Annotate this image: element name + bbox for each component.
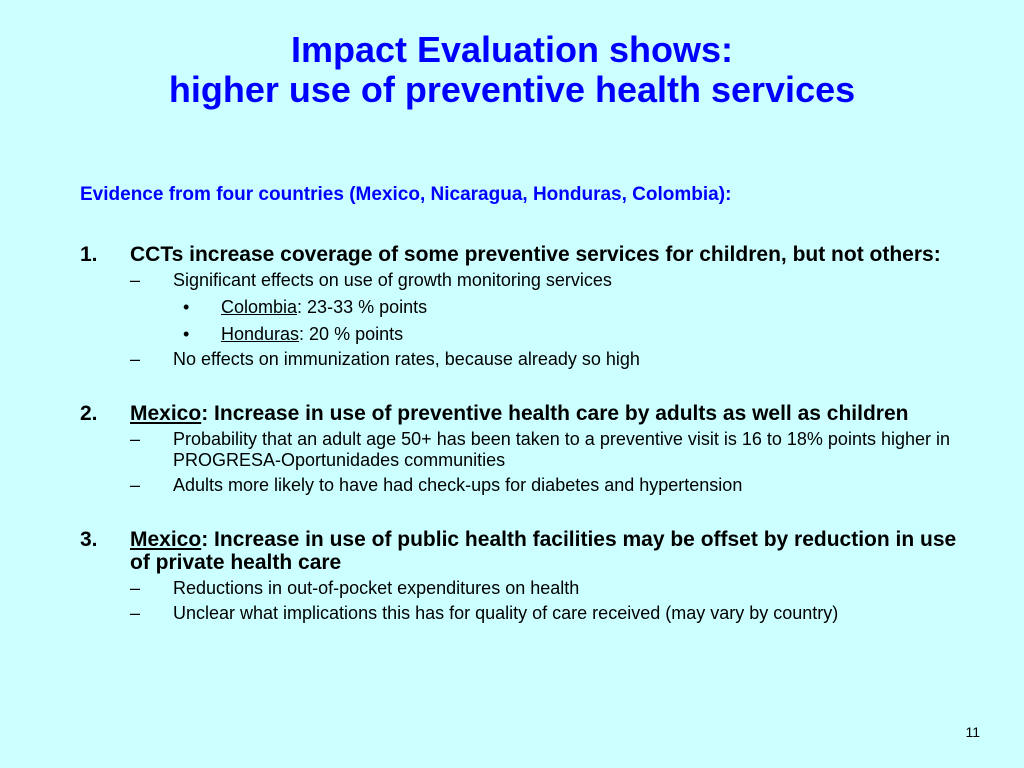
bullet-marker: • [183,297,190,317]
point-3-number: 3. [80,528,98,551]
point-1-sub-1-text: Significant effects on use of growth mon… [173,270,612,290]
point-1: 1. CCTs increase coverage of some preven… [80,243,960,370]
point-1-sub-1: – Significant effects on use of growth m… [80,270,960,291]
point-3-sub-2-text: Unclear what implications this has for q… [173,603,839,623]
point-1-sub-2: – No effects on immunization rates, beca… [80,349,960,370]
point-1-sub-1-bullet-2: • Honduras: 20 % points [80,323,960,345]
slide-content: 1. CCTs increase coverage of some preven… [80,243,960,624]
point-1-sub-1-bullet-1: • Colombia: 23-33 % points [80,296,960,318]
point-2-sub-1-text: Probability that an adult age 50+ has be… [173,429,951,470]
dash-marker: – [130,578,141,598]
point-2-heading: 2. Mexico: Increase in use of preventive… [80,402,960,425]
page-number: 11 [965,724,980,740]
bullet-marker: • [183,324,190,344]
point-3-sub-2: – Unclear what implications this has for… [80,603,960,624]
dash-marker: – [130,270,141,290]
point-2-sub-2: – Adults more likely to have had check-u… [80,475,960,496]
point-3: 3. Mexico: Increase in use of public hea… [80,528,960,624]
point-2-sub-2-text: Adults more likely to have had check-ups… [173,475,743,495]
point-2-number: 2. [80,402,98,425]
point-1-heading-text: CCTs increase coverage of some preventiv… [130,243,941,266]
point-2-sub-1: – Probability that an adult age 50+ has … [80,429,960,471]
point-1-heading: 1. CCTs increase coverage of some preven… [80,243,960,266]
point-3-sub-1: – Reductions in out-of-pocket expenditur… [80,578,960,599]
point-3-heading-text: : Increase in use of public health facil… [130,528,957,574]
point-1-sub-2-text: No effects on immunization rates, becaus… [173,349,640,369]
point-3-country: Mexico [130,528,202,551]
bullet-value: : 20 % points [299,324,404,344]
dash-marker: – [130,475,141,495]
point-2: 2. Mexico: Increase in use of preventive… [80,402,960,496]
dash-marker: – [130,603,141,623]
slide-title-line-2: higher use of preventive health services [168,69,856,110]
country-label-colombia: Colombia [221,297,298,317]
slide-title-line-1: Impact Evaluation shows: [290,29,734,70]
country-label-honduras: Honduras [221,324,300,344]
point-2-heading-text: : Increase in use of preventive health c… [201,402,909,425]
point-3-heading: 3. Mexico: Increase in use of public hea… [80,528,960,574]
point-1-number: 1. [80,243,98,266]
dash-marker: – [130,349,141,369]
point-3-sub-1-text: Reductions in out-of-pocket expenditures… [173,578,580,598]
dash-marker: – [130,429,141,449]
slide-title: Impact Evaluation shows: higher use of p… [40,30,984,110]
bullet-value: : 23-33 % points [297,297,428,317]
point-2-country: Mexico [130,402,202,425]
slide-subtitle: Evidence from four countries (Mexico, Ni… [80,184,732,205]
